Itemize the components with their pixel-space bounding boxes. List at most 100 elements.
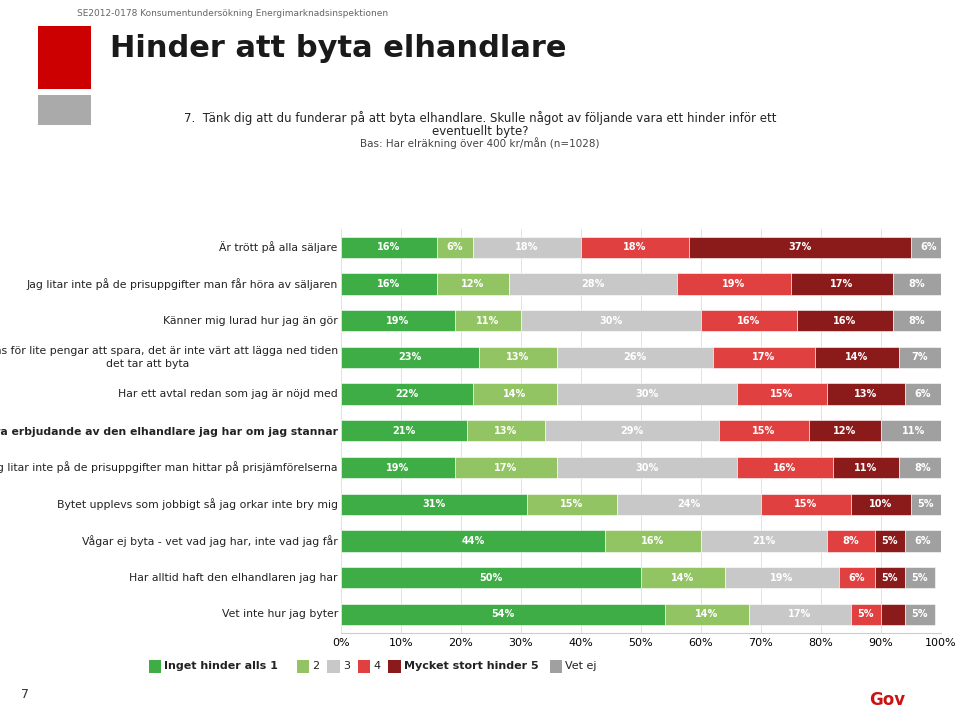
- Bar: [341, 603, 664, 625]
- Text: 3: 3: [343, 661, 349, 671]
- Bar: [791, 273, 893, 295]
- Bar: [875, 567, 904, 588]
- Text: 14%: 14%: [845, 352, 869, 363]
- Bar: [544, 420, 719, 441]
- Text: 22%: 22%: [396, 389, 419, 399]
- Text: 8%: 8%: [843, 536, 859, 546]
- Text: 15%: 15%: [561, 499, 584, 509]
- Text: 17%: 17%: [788, 609, 811, 619]
- Bar: [520, 310, 701, 331]
- Text: SE2012-0178 Konsumentundersökning Energimarknadsinspektionen: SE2012-0178 Konsumentundersökning Energi…: [77, 9, 388, 19]
- Text: 5%: 5%: [857, 609, 874, 619]
- Bar: [616, 493, 760, 515]
- Text: 16%: 16%: [737, 315, 760, 325]
- Text: eventuellt byte?: eventuellt byte?: [432, 125, 528, 138]
- Text: 18%: 18%: [516, 242, 539, 252]
- Text: 14%: 14%: [695, 609, 718, 619]
- FancyBboxPatch shape: [859, 687, 941, 713]
- Bar: [737, 383, 827, 405]
- Bar: [472, 383, 557, 405]
- Text: 10%: 10%: [869, 499, 893, 509]
- Text: Inget hinder alls 1: Inget hinder alls 1: [164, 661, 278, 671]
- Bar: [701, 310, 797, 331]
- Text: 16%: 16%: [773, 463, 797, 473]
- Text: 21%: 21%: [393, 426, 416, 435]
- Text: 54%: 54%: [492, 609, 515, 619]
- Text: Vågar ej byta - vet vad jag har, inte vad jag får: Vågar ej byta - vet vad jag har, inte va…: [82, 535, 338, 547]
- Text: © 2012 YouGov: © 2012 YouGov: [653, 695, 740, 705]
- Text: 17%: 17%: [753, 352, 776, 363]
- Bar: [479, 347, 557, 368]
- Text: 17%: 17%: [494, 463, 517, 473]
- Bar: [911, 493, 941, 515]
- Text: Jag litar inte på de prisuppgifter man hittar på prisjämförelserna: Jag litar inte på de prisuppgifter man h…: [0, 462, 338, 473]
- Text: 6%: 6%: [921, 242, 937, 252]
- Text: Mycket stort hinder 5: Mycket stort hinder 5: [404, 661, 539, 671]
- Text: 5%: 5%: [912, 573, 928, 583]
- Text: 18%: 18%: [623, 242, 646, 252]
- Text: Vet inte hur jag byter: Vet inte hur jag byter: [222, 609, 338, 619]
- Text: 21%: 21%: [753, 536, 776, 546]
- Text: Gov: Gov: [869, 691, 905, 709]
- Bar: [719, 420, 808, 441]
- Text: 14%: 14%: [503, 389, 526, 399]
- Text: 15%: 15%: [753, 426, 776, 435]
- Text: 11%: 11%: [854, 463, 877, 473]
- Text: 11%: 11%: [476, 315, 499, 325]
- Bar: [641, 567, 725, 588]
- Bar: [893, 310, 941, 331]
- Bar: [899, 347, 941, 368]
- Bar: [688, 237, 911, 258]
- Text: 16%: 16%: [833, 315, 856, 325]
- Bar: [881, 603, 904, 625]
- Bar: [341, 493, 527, 515]
- Bar: [341, 531, 605, 551]
- Text: 17%: 17%: [830, 279, 853, 289]
- Bar: [737, 457, 832, 478]
- Text: 6%: 6%: [915, 536, 931, 546]
- Text: You: You: [840, 691, 874, 709]
- Text: 13%: 13%: [494, 426, 517, 435]
- Bar: [581, 237, 688, 258]
- Text: 5%: 5%: [881, 536, 898, 546]
- Bar: [725, 567, 839, 588]
- Text: Bytet upplevs som jobbigt så jag orkar inte bry mig: Bytet upplevs som jobbigt så jag orkar i…: [57, 498, 338, 511]
- Bar: [605, 531, 701, 551]
- Text: 19%: 19%: [722, 279, 745, 289]
- Bar: [341, 383, 472, 405]
- Text: 7%: 7%: [912, 352, 928, 363]
- Bar: [832, 457, 899, 478]
- Bar: [797, 310, 893, 331]
- Text: 6%: 6%: [915, 389, 931, 399]
- Bar: [875, 531, 904, 551]
- Text: 50%: 50%: [479, 573, 502, 583]
- Text: 23%: 23%: [398, 352, 421, 363]
- Text: 7.  Tänk dig att du funderar på att byta elhandlare. Skulle något av följande va: 7. Tänk dig att du funderar på att byta …: [183, 111, 777, 125]
- Text: 8%: 8%: [915, 463, 931, 473]
- Bar: [341, 457, 455, 478]
- Text: 24%: 24%: [677, 499, 701, 509]
- Bar: [827, 531, 875, 551]
- Text: 7: 7: [21, 689, 29, 701]
- Bar: [341, 273, 437, 295]
- Bar: [467, 420, 544, 441]
- Bar: [904, 383, 941, 405]
- Text: 31%: 31%: [422, 499, 445, 509]
- Bar: [851, 493, 911, 515]
- Text: 26%: 26%: [623, 352, 646, 363]
- Text: 19%: 19%: [386, 463, 409, 473]
- Bar: [557, 347, 712, 368]
- Bar: [893, 273, 941, 295]
- Text: 2: 2: [312, 661, 320, 671]
- Text: 30%: 30%: [636, 463, 659, 473]
- Text: 6%: 6%: [849, 573, 865, 583]
- Text: 16%: 16%: [377, 279, 400, 289]
- Text: Får bra erbjudande av den elhandlare jag har om jag stannar: Får bra erbjudande av den elhandlare jag…: [0, 425, 338, 437]
- Bar: [341, 237, 437, 258]
- Text: Bas: Har elräkning över 400 kr/mån (n=1028): Bas: Har elräkning över 400 kr/mån (n=10…: [360, 137, 600, 149]
- Text: 13%: 13%: [854, 389, 877, 399]
- Text: 16%: 16%: [377, 242, 400, 252]
- Text: 8%: 8%: [908, 315, 925, 325]
- Text: 30%: 30%: [599, 315, 622, 325]
- Bar: [341, 347, 479, 368]
